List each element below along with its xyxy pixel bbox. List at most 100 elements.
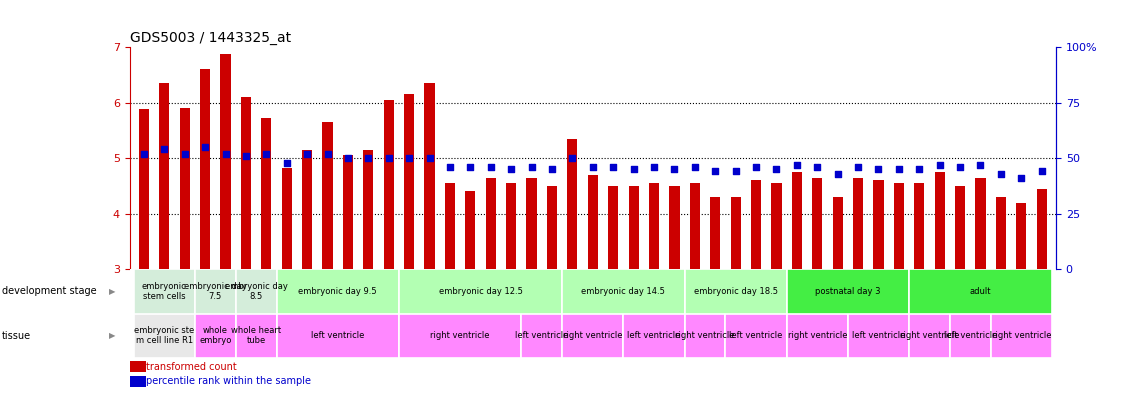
Text: left ventricle: left ventricle (628, 331, 681, 340)
Bar (130, 376, 145, 387)
Bar (909, 269, 1051, 314)
Bar (787, 269, 909, 314)
Text: embryonic
stem cells: embryonic stem cells (142, 282, 187, 301)
Bar (629, 186, 639, 269)
Bar (771, 183, 781, 269)
Bar (383, 100, 393, 269)
Bar (567, 139, 577, 269)
Text: embryonic day
8.5: embryonic day 8.5 (224, 282, 287, 301)
Point (624, 166, 642, 173)
Point (216, 151, 234, 157)
Text: ▶: ▶ (109, 287, 116, 296)
Point (931, 162, 949, 168)
Bar (302, 150, 312, 269)
Bar (609, 186, 619, 269)
Text: development stage: development stage (2, 286, 97, 296)
Point (277, 160, 295, 166)
Point (911, 166, 929, 173)
Text: right ventricle: right ventricle (675, 331, 735, 340)
Point (523, 164, 541, 170)
Bar (465, 191, 476, 269)
Bar (751, 180, 761, 269)
Bar (684, 269, 787, 314)
Point (727, 168, 745, 174)
Bar (445, 183, 455, 269)
Point (808, 164, 826, 170)
Bar (241, 97, 251, 269)
Point (319, 151, 337, 157)
Point (890, 166, 908, 173)
Bar (690, 183, 700, 269)
Point (196, 144, 214, 150)
Bar (991, 314, 1051, 358)
Text: whole
embryo: whole embryo (199, 326, 231, 345)
Text: whole heart
tube: whole heart tube (231, 326, 281, 345)
Point (686, 164, 704, 170)
Bar (405, 94, 415, 269)
Text: left ventricle: left ventricle (852, 331, 905, 340)
Text: adult: adult (969, 287, 992, 296)
Bar (726, 314, 787, 358)
Point (1012, 175, 1030, 181)
Text: left ventricle: left ventricle (311, 331, 364, 340)
Point (237, 153, 255, 159)
Bar (587, 175, 598, 269)
Text: percentile rank within the sample: percentile rank within the sample (147, 376, 311, 386)
Text: transformed count: transformed count (147, 362, 237, 372)
Text: embryonic ste
m cell line R1: embryonic ste m cell line R1 (134, 326, 195, 345)
Bar (130, 361, 145, 372)
Bar (669, 186, 680, 269)
Bar (873, 180, 884, 269)
Point (604, 164, 622, 170)
Point (869, 166, 887, 173)
Bar (282, 167, 292, 269)
Bar (425, 83, 435, 269)
Bar (526, 178, 536, 269)
Bar (179, 108, 189, 269)
Bar (343, 155, 353, 269)
Bar (276, 314, 399, 358)
Point (400, 155, 418, 161)
Point (645, 164, 663, 170)
Point (461, 164, 479, 170)
Bar (950, 314, 991, 358)
Bar (1017, 202, 1027, 269)
Bar (975, 178, 986, 269)
Bar (684, 314, 726, 358)
Text: tissue: tissue (2, 331, 32, 341)
Point (257, 151, 275, 157)
Bar (139, 109, 149, 269)
Point (176, 151, 194, 157)
Text: left ventricle: left ventricle (729, 331, 783, 340)
Bar (322, 122, 332, 269)
Point (747, 164, 765, 170)
Bar (848, 314, 909, 358)
Point (420, 155, 438, 161)
Text: embryonic day 18.5: embryonic day 18.5 (693, 287, 778, 296)
Text: postnatal day 3: postnatal day 3 (815, 287, 880, 296)
Point (1032, 168, 1050, 174)
Text: ▶: ▶ (109, 331, 116, 340)
Point (156, 146, 174, 152)
Bar (914, 183, 924, 269)
Point (380, 155, 398, 161)
Text: right ventricle: right ventricle (899, 331, 959, 340)
Text: embryonic day 14.5: embryonic day 14.5 (582, 287, 665, 296)
Bar (787, 314, 848, 358)
Bar (853, 178, 863, 269)
Bar (996, 197, 1006, 269)
Bar (195, 269, 236, 314)
Bar (710, 197, 720, 269)
Bar (195, 314, 236, 358)
Point (707, 168, 725, 174)
Text: embryonic day 12.5: embryonic day 12.5 (438, 287, 523, 296)
Bar (909, 314, 950, 358)
Point (481, 164, 499, 170)
Point (339, 155, 357, 161)
Point (135, 151, 153, 157)
Bar (159, 83, 169, 269)
Text: left ventricle: left ventricle (943, 331, 997, 340)
Point (992, 171, 1010, 177)
Bar (522, 314, 562, 358)
Bar (236, 314, 276, 358)
